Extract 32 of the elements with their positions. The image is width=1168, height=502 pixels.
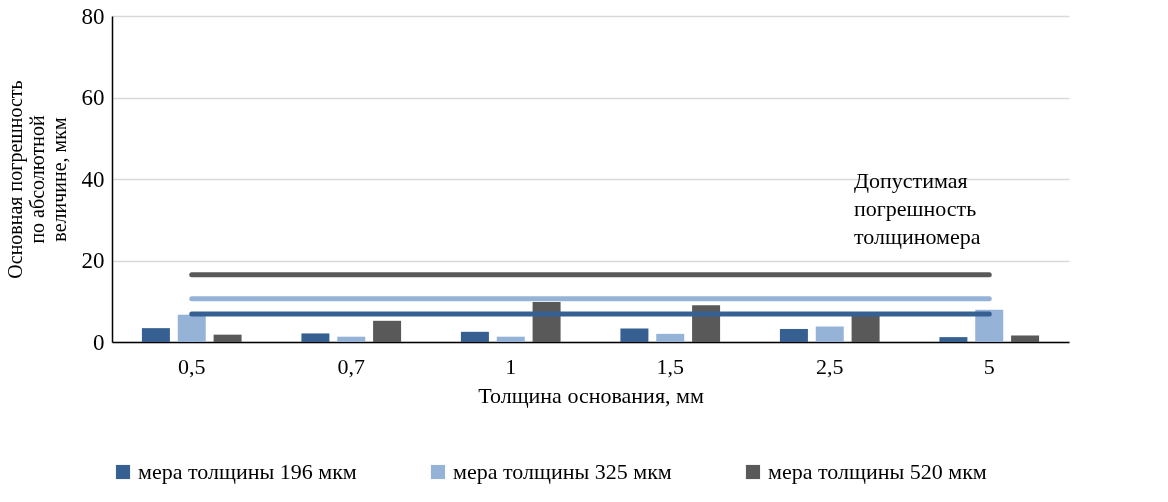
y-tick-label: 40: [81, 166, 105, 192]
legend-label: мера толщины 520 мкм: [768, 459, 987, 484]
legend-label: мера толщины 325 мкм: [453, 459, 672, 484]
legend-label: мера толщины 196 мкм: [138, 459, 357, 484]
y-tick-label: 80: [81, 3, 105, 29]
annotation: Допустимая погрешность толщиномера: [854, 168, 981, 249]
bar: [975, 309, 1004, 342]
y-tick-label: 0: [93, 329, 105, 355]
bar: [620, 328, 649, 342]
y-tick-label: 60: [81, 85, 105, 110]
bar: [141, 328, 170, 342]
bar: [939, 337, 968, 342]
x-tick-label: 1,5: [656, 353, 684, 379]
bar: [337, 336, 366, 342]
bar: [213, 334, 242, 342]
x-axis-title: Толщина основания, мм: [478, 382, 704, 408]
bar: [815, 326, 844, 342]
bar: [496, 336, 525, 342]
bar: [460, 331, 489, 342]
x-tick-label: 1: [505, 353, 517, 379]
bar: [301, 333, 330, 342]
bar: [656, 333, 685, 342]
x-tick-label: 0,5: [178, 353, 206, 379]
x-tick-label: 5: [983, 353, 995, 379]
x-tick-label: 0,7: [337, 353, 365, 379]
x-tick-label: 2,5: [816, 353, 844, 379]
y-axis-title: Основная погрешность по абсолютной величине, мкм: [3, 80, 70, 279]
bar: [1011, 335, 1040, 342]
bar: [373, 320, 402, 342]
y-tick-label: 20: [81, 248, 105, 273]
bar: [177, 314, 206, 342]
bar: [779, 328, 808, 342]
